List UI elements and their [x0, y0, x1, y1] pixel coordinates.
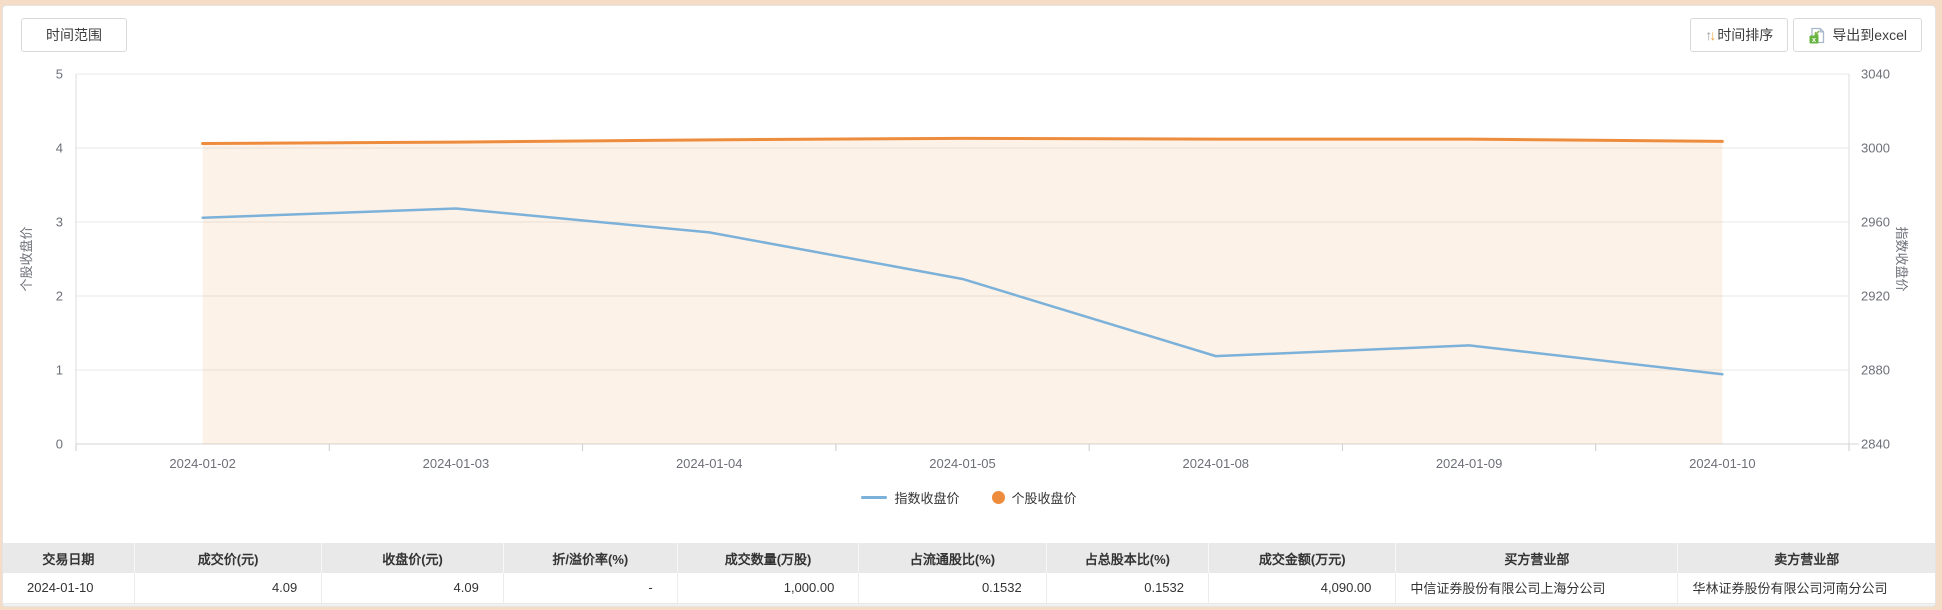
line-chart[interactable]: 0 1 2 3 4 5 2840 2880 2920 2960 3000 3040 2024-01-02…: [3, 56, 1936, 476]
right-axis-tick-label: 2920: [1861, 289, 1890, 304]
stock-close-line: [201, 136, 1724, 146]
table-cell: 中信证券股份有限公司上海分公司: [1395, 573, 1679, 604]
x-axis-label: 2024-01-04: [676, 456, 743, 471]
column-header: 成交金额(万元): [1208, 543, 1397, 573]
column-header: 成交数量(万股): [677, 543, 860, 573]
right-axis-title: 指数收盘价: [1894, 226, 1909, 291]
left-axis-tick-label: 2: [56, 289, 63, 304]
column-header: 收盘价(元): [321, 543, 504, 573]
x-axis-label: 2024-01-10: [1689, 456, 1756, 471]
x-axis-label: 2024-01-09: [1436, 456, 1503, 471]
table-cell: 4,090.00: [1208, 573, 1397, 604]
content-panel: 时间范围 ↑↓ 时间排序 x 导出到excel 0 1 2 3 4 5 2840 2880 29…: [2, 5, 1936, 607]
legend-item-stock-close[interactable]: 个股收盘价: [991, 488, 1077, 507]
circle-marker-icon: [991, 490, 1005, 504]
legend-label: 个股收盘价: [1011, 490, 1077, 506]
column-header: 占总股本比(%): [1046, 543, 1210, 573]
left-axis-tick-label: 3: [56, 215, 63, 230]
table-cell: 4.09: [134, 573, 323, 604]
right-axis-tick-label: 3040: [1861, 67, 1890, 82]
toolbar: 时间范围 ↑↓ 时间排序 x 导出到excel: [3, 6, 1935, 56]
left-axis-tick-label: 4: [56, 141, 63, 156]
table-cell: 0.1532: [1046, 573, 1210, 604]
legend-label: 指数收盘价: [894, 490, 960, 506]
svg-text:x: x: [1812, 34, 1817, 43]
export-excel-button[interactable]: x 导出到excel: [1793, 18, 1922, 52]
column-header: 折/溢价率(%): [503, 543, 678, 573]
right-axis-tick-label: 2880: [1861, 363, 1890, 378]
time-range-button[interactable]: 时间范围: [21, 18, 127, 52]
trades-table: 交易日期 成交价(元) 收盘价(元) 折/溢价率(%) 成交数量(万股) 占流通股比(%)…: [3, 543, 1935, 604]
index-close-line: [201, 207, 1724, 376]
sort-arrows-icon: ↑↓: [1705, 27, 1716, 43]
export-excel-label: 导出到excel: [1832, 27, 1907, 43]
x-axis-label: 2024-01-05: [929, 456, 996, 471]
chart-legend: 指数收盘价 个股收盘价: [3, 488, 1935, 507]
column-header: 买方营业部: [1395, 543, 1679, 573]
table-cell: 2024-01-10: [3, 573, 135, 604]
table-header-row: 交易日期 成交价(元) 收盘价(元) 折/溢价率(%) 成交数量(万股) 占流通股比(%)…: [3, 543, 1935, 573]
next-row-partial: [3, 603, 1935, 606]
left-axis-title: 个股收盘价: [19, 226, 34, 291]
column-header: 卖方营业部: [1677, 543, 1935, 573]
stock-close-area: [202, 138, 1723, 444]
table-cell: 0.1532: [858, 573, 1047, 604]
table-row: 2024-01-10 4.09 4.09-1,000.00 0.1532 0.1532 4…: [3, 573, 1935, 604]
legend-item-index-close[interactable]: 指数收盘价: [861, 488, 960, 507]
column-header: 交易日期: [3, 543, 135, 573]
right-axis-tick-label: 2960: [1861, 215, 1890, 230]
x-axis-label: 2024-01-03: [423, 456, 490, 471]
table-cell: 1,000.00: [677, 573, 860, 604]
time-sort-label: 时间排序: [1717, 27, 1774, 43]
x-axis-label: 2024-01-02: [169, 456, 236, 471]
left-axis-tick-label: 0: [56, 437, 63, 452]
table-cell: -: [503, 573, 678, 604]
right-axis-tick-label: 2840: [1861, 437, 1890, 452]
excel-icon: x: [1809, 27, 1825, 43]
left-axis-tick-label: 1: [56, 363, 63, 378]
column-header: 占流通股比(%): [858, 543, 1047, 573]
time-sort-button[interactable]: ↑↓ 时间排序: [1690, 18, 1789, 52]
table-cell: 华林证券股份有限公司河南分公司: [1677, 573, 1935, 604]
table-cell: 4.09: [321, 573, 504, 604]
column-header: 成交价(元): [134, 543, 323, 573]
right-axis-tick-label: 3000: [1861, 141, 1890, 156]
x-axis-label: 2024-01-08: [1183, 456, 1250, 471]
left-axis-tick-label: 5: [56, 67, 63, 82]
line-marker-icon: [861, 495, 888, 499]
